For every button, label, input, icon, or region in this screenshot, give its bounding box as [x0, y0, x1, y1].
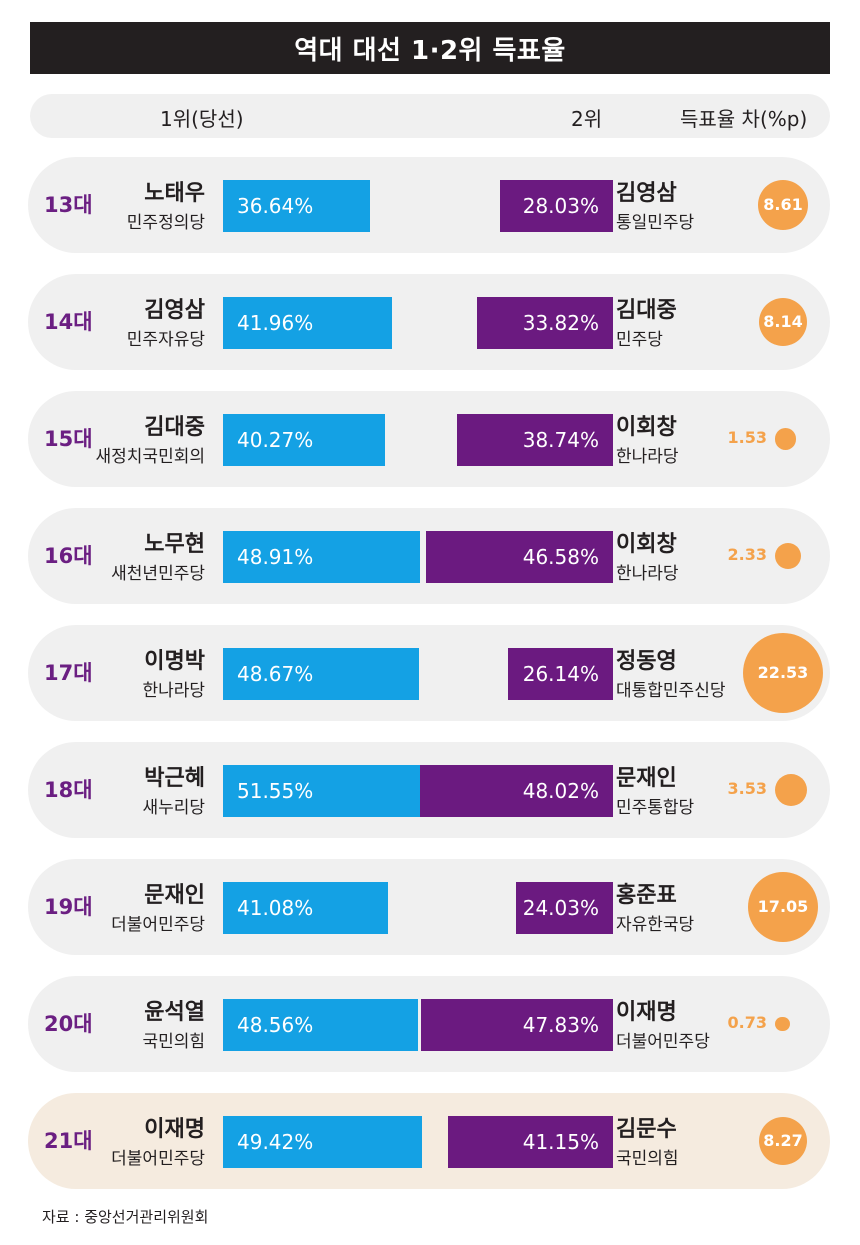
- vote-difference-circle: [775, 774, 807, 806]
- runner-up-party: 더불어민주당: [616, 1032, 710, 1052]
- generation-label: 14대: [44, 310, 93, 334]
- vote-difference-circle: [775, 1016, 790, 1032]
- runner-up-party: 민주통합당: [616, 798, 695, 818]
- winner-party: 국민의힘: [142, 1032, 205, 1052]
- winner-party: 더불어민주당: [111, 915, 205, 935]
- runner-up-name: 이회창: [616, 532, 677, 557]
- generation-label: 19대: [44, 895, 93, 919]
- winner-name: 이재명: [144, 1117, 205, 1142]
- runner-up-vote-bar: 41.15%: [448, 1116, 613, 1168]
- winner-party: 더불어민주당: [111, 1149, 205, 1169]
- winner-vote-bar: 36.64%: [223, 180, 370, 232]
- runner-up-name: 김영삼: [616, 181, 677, 206]
- runner-up-name: 김대중: [616, 298, 677, 323]
- vote-difference-label: 2.33: [727, 545, 767, 564]
- winner-vote-bar: 51.55%: [223, 765, 430, 817]
- header-vote-difference: 득표율 차(%p): [680, 107, 808, 131]
- header-second-place: 2위: [571, 107, 603, 131]
- vote-difference-circle: 22.53: [742, 632, 824, 714]
- winner-party: 민주자유당: [126, 330, 205, 350]
- winner-party: 한나라당: [142, 681, 205, 701]
- chart-title: 역대 대선 1·2위 득표율: [30, 22, 830, 74]
- runner-up-party: 국민의힘: [616, 1149, 679, 1169]
- header-first-place: 1위(당선): [160, 107, 244, 131]
- winner-vote-bar: 41.08%: [223, 882, 388, 934]
- winner-party: 새누리당: [142, 798, 205, 818]
- runner-up-party: 한나라당: [616, 447, 679, 467]
- vote-difference-circle: 8.27: [758, 1116, 808, 1166]
- vote-difference-circle: 17.05: [747, 871, 819, 943]
- winner-party: 새천년민주당: [111, 564, 205, 584]
- generation-label: 21대: [44, 1129, 93, 1153]
- generation-label: 17대: [44, 661, 93, 685]
- runner-up-vote-bar: 33.82%: [477, 297, 613, 349]
- runner-up-vote-bar: 47.83%: [421, 999, 613, 1051]
- generation-label: 20대: [44, 1012, 93, 1036]
- runner-up-party: 한나라당: [616, 564, 679, 584]
- runner-up-name: 김문수: [616, 1117, 677, 1142]
- winner-name: 윤석열: [144, 1000, 205, 1025]
- generation-label: 18대: [44, 778, 93, 802]
- winner-vote-bar: 48.91%: [223, 531, 420, 583]
- runner-up-party: 대통합민주신당: [616, 681, 726, 701]
- vote-difference-label: 1.53: [727, 428, 767, 447]
- runner-up-vote-bar: 28.03%: [500, 180, 613, 232]
- runner-up-vote-bar: 26.14%: [508, 648, 613, 700]
- winner-vote-bar: 48.67%: [223, 648, 419, 700]
- winner-name: 노무현: [144, 532, 205, 557]
- runner-up-vote-bar: 38.74%: [457, 414, 613, 466]
- winner-name: 이명박: [144, 649, 205, 674]
- winner-name: 김대중: [144, 415, 205, 440]
- runner-up-vote-bar: 48.02%: [420, 765, 613, 817]
- column-header-bar: 1위(당선) 2위 득표율 차(%p): [30, 94, 830, 138]
- winner-name: 노태우: [144, 181, 205, 206]
- runner-up-name: 이회창: [616, 415, 677, 440]
- winner-vote-bar: 41.96%: [223, 297, 392, 349]
- runner-up-name: 이재명: [616, 1000, 677, 1025]
- winner-vote-bar: 48.56%: [223, 999, 418, 1051]
- runner-up-party: 통일민주당: [616, 213, 695, 233]
- runner-up-party: 자유한국당: [616, 915, 695, 935]
- runner-up-name: 문재인: [616, 766, 677, 791]
- runner-up-name: 홍준표: [616, 883, 677, 908]
- runner-up-party: 민주당: [616, 330, 663, 350]
- winner-name: 문재인: [144, 883, 205, 908]
- vote-difference-circle: [775, 428, 797, 450]
- vote-difference-circle: 8.14: [758, 297, 808, 347]
- winner-name: 김영삼: [144, 298, 205, 323]
- winner-vote-bar: 40.27%: [223, 414, 385, 466]
- winner-party: 새정치국민회의: [95, 447, 205, 467]
- runner-up-name: 정동영: [616, 649, 677, 674]
- generation-label: 13대: [44, 193, 93, 217]
- source-note: 자료 : 중앙선거관리위원회: [42, 1208, 209, 1226]
- vote-difference-label: 0.73: [727, 1013, 767, 1032]
- winner-name: 박근혜: [144, 766, 205, 791]
- vote-difference-circle: [775, 543, 801, 569]
- runner-up-vote-bar: 24.03%: [516, 882, 613, 934]
- runner-up-vote-bar: 46.58%: [426, 531, 613, 583]
- winner-party: 민주정의당: [126, 213, 205, 233]
- generation-label: 16대: [44, 544, 93, 568]
- generation-label: 15대: [44, 427, 93, 451]
- vote-difference-circle: 8.61: [758, 180, 808, 230]
- vote-difference-label: 3.53: [727, 779, 767, 798]
- winner-vote-bar: 49.42%: [223, 1116, 422, 1168]
